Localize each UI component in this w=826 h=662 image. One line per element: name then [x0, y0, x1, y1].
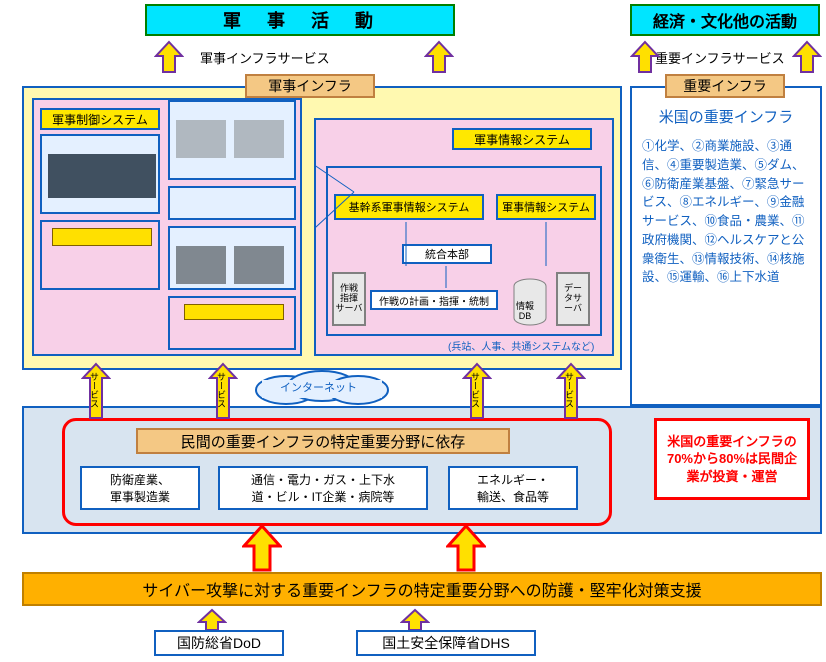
subsystem-box-2 [168, 100, 296, 180]
econ-culture-label: 経済・文化他の活動 [653, 8, 797, 32]
civil-box-2: 通信・電力・ガス・上下水 道・ビル・IT企業・病院等 [218, 466, 428, 510]
dod-box: 国防総省DoD [154, 630, 284, 656]
subsystem-box-4 [168, 186, 296, 220]
civil-title-label: 民間の重要インフラの特定重要分野に依存 [181, 431, 466, 452]
arrow-up-icon [154, 40, 184, 74]
econ-culture-activity-box: 経済・文化他の活動 [630, 4, 820, 36]
critical-infra-tab: 重要インフラ [665, 74, 785, 98]
critical-infra-service-label: 重要インフラサービス [655, 48, 785, 67]
service-text-1: サービス [89, 372, 99, 408]
civil-box-1: 防衛産業、 軍事製造業 [80, 466, 200, 510]
mil-info-label-box: 軍事情報システム [452, 128, 592, 150]
dod-label: 国防総省DoD [177, 633, 261, 653]
military-infra-service-label: 軍事インフラサービス [200, 48, 330, 67]
support-banner-label: サイバー攻撃に対する重要インフラの特定重要分野への防護・堅牢化対策支援 [142, 577, 701, 601]
service-text-3: サービス [470, 372, 480, 408]
civil-box3-label: エネルギー・ 輸送、食品等 [477, 471, 549, 505]
dhs-label: 国土安全保障省DHS [382, 633, 510, 653]
usa-list: ①化学、②商業施設、③通信、④重要製造業、⑤ダム、⑥防衛産業基盤、⑦緊急サービス… [640, 137, 812, 287]
civil-box2-label: 通信・電力・ガス・上下水 道・ビル・IT企業・病院等 [251, 471, 395, 505]
internet-label: インターネット [280, 379, 357, 395]
mil-control-label: 軍事制御システム [52, 111, 148, 128]
arrow-up-icon [197, 608, 227, 632]
service-text-4: サービス [564, 372, 574, 408]
arrow-up-icon [400, 608, 430, 632]
service-vertical-label: サービス [563, 372, 576, 408]
military-activity-label: 軍 事 活 動 [223, 7, 377, 33]
mil-control-label-box: 軍事制御システム [40, 108, 160, 130]
arrow-up-icon [424, 40, 454, 74]
connector-lines [314, 118, 614, 356]
mil-info-label: 軍事情報システム [474, 131, 570, 148]
civil-title-box: 民間の重要インフラの特定重要分野に依存 [136, 428, 510, 454]
military-activity-box: 軍 事 活 動 [145, 4, 455, 36]
subsystem-box-3 [40, 220, 160, 290]
service-vertical-label: サービス [88, 372, 101, 408]
military-infra-tab: 軍事インフラ [245, 74, 375, 98]
arrow-up-red-icon [446, 524, 486, 572]
civil-box-3: エネルギー・ 輸送、食品等 [448, 466, 578, 510]
usa-title: 米国の重要インフラ [659, 106, 794, 127]
military-infra-tab-label: 軍事インフラ [268, 76, 352, 96]
usa-red-note-box: 米国の重要インフラの70%から80%は民間企業が投資・運営 [654, 418, 810, 500]
civil-box1-label: 防衛産業、 軍事製造業 [110, 471, 170, 505]
usa-critical-infra-panel: 米国の重要インフラ ①化学、②商業施設、③通信、④重要製造業、⑤ダム、⑥防衛産業… [630, 86, 822, 406]
mil-infra-service-text: 軍事インフラサービス [200, 51, 330, 66]
service-vertical-label: サービス [469, 372, 482, 408]
usa-red-note-label: 米国の重要インフラの70%から80%は民間企業が投資・運営 [661, 433, 803, 486]
crit-infra-service-text: 重要インフラサービス [655, 51, 785, 66]
support-banner: サイバー攻撃に対する重要インフラの特定重要分野への防護・堅牢化対策支援 [22, 572, 822, 606]
subsystem-box-1 [40, 134, 160, 214]
service-vertical-label: サービス [215, 372, 228, 408]
arrow-up-icon [630, 40, 660, 74]
arrow-up-red-icon [242, 524, 282, 572]
critical-infra-tab-label: 重要インフラ [683, 76, 767, 96]
service-text-2: サービス [216, 372, 226, 408]
subsystem-box-5 [168, 226, 296, 290]
arrow-up-icon [792, 40, 822, 74]
internet-text: インターネット [280, 382, 357, 394]
subsystem-box-6 [168, 296, 296, 350]
dhs-box: 国土安全保障省DHS [356, 630, 536, 656]
